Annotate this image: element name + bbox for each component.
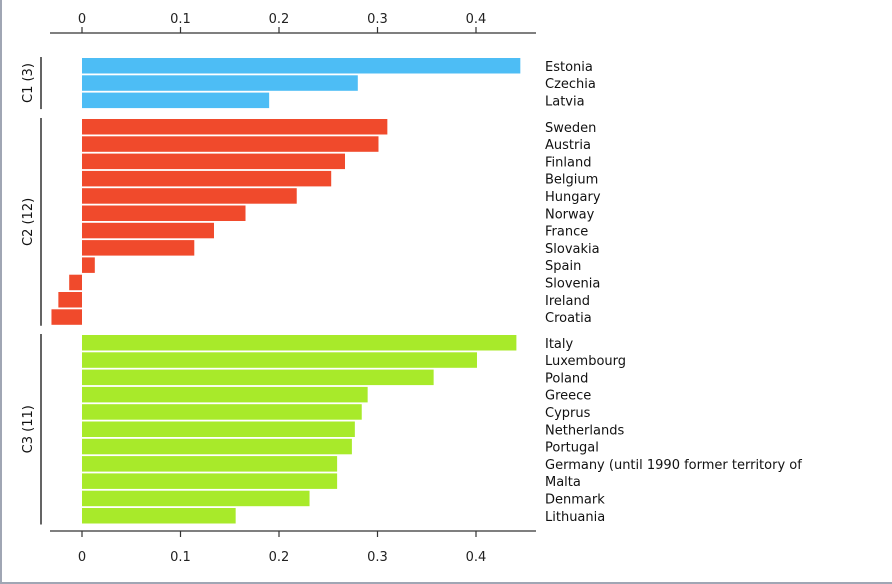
category-label: Croatia — [545, 311, 592, 326]
bar-ireland — [58, 292, 82, 308]
bar-hungary — [82, 188, 297, 204]
bar-slovakia — [82, 240, 195, 256]
bottom-tick-label: 0.1 — [170, 550, 191, 565]
category-labels-layer: Estonia Czechia Latvia Sweden Austria Finland… — [545, 60, 802, 525]
bar-slovenia — [69, 274, 82, 291]
bar-latvia — [82, 92, 270, 109]
category-label: Czechia — [545, 77, 596, 92]
category-label: Spain — [545, 259, 581, 274]
category-label: Slovakia — [545, 242, 600, 257]
cluster-label: C3 (11) — [21, 405, 36, 453]
bar-croatia — [51, 309, 82, 325]
top-tick-label: 0.2 — [269, 12, 290, 27]
bar-portugal — [82, 438, 352, 455]
category-label: Malta — [545, 475, 581, 490]
cluster-brackets-layer: C1 (3) C2 (12) C3 (11) — [21, 57, 42, 525]
category-label: Portugal — [545, 441, 599, 456]
bar-sweden — [82, 119, 388, 135]
bottom-tick-label: 0.4 — [466, 550, 487, 565]
category-label: Belgium — [545, 173, 598, 188]
top-tick-label: 0.4 — [466, 12, 487, 27]
bar-germany-until-1990-former-territory-of — [82, 456, 338, 472]
top-tick-label: 0.1 — [170, 12, 191, 27]
category-label: Lithuania — [545, 510, 605, 525]
category-label: Ireland — [545, 294, 590, 309]
bar-lithuania — [82, 508, 236, 524]
category-label: Netherlands — [545, 423, 624, 438]
bar-czechia — [82, 75, 358, 91]
category-label: Norway — [545, 207, 595, 222]
axes-layer: 0 0 0.1 0.1 0.2 0.2 0.3 0.3 0.4 0.4 — [50, 12, 536, 565]
category-label: Cyprus — [545, 406, 591, 421]
bar-poland — [82, 369, 434, 386]
category-label: Slovenia — [545, 276, 600, 291]
bar-finland — [82, 153, 345, 170]
bar-france — [82, 222, 214, 239]
category-label: Sweden — [545, 121, 596, 136]
category-label: Estonia — [545, 60, 593, 75]
bottom-tick-label: 0.3 — [367, 550, 388, 565]
bar-italy — [82, 335, 517, 351]
bar-austria — [82, 136, 379, 152]
category-label: Italy — [545, 337, 574, 352]
bar-cyprus — [82, 404, 362, 420]
bars-layer — [51, 58, 521, 524]
category-label: Latvia — [545, 94, 585, 109]
cluster-label: C1 (3) — [21, 63, 36, 103]
bar-greece — [82, 386, 368, 403]
bar-luxembourg — [82, 352, 477, 368]
bar-belgium — [82, 170, 332, 187]
category-label: Poland — [545, 371, 588, 386]
bottom-tick-label: 0.2 — [269, 550, 290, 565]
bottom-tick-label: 0 — [78, 550, 86, 565]
category-label: Luxembourg — [545, 354, 626, 369]
category-label: Austria — [545, 138, 591, 153]
top-tick-label: 0 — [78, 12, 86, 27]
bar-estonia — [82, 58, 521, 74]
bar-netherlands — [82, 421, 355, 437]
top-tick-label: 0.3 — [367, 12, 388, 27]
category-label: France — [545, 225, 588, 240]
bar-norway — [82, 205, 246, 221]
bar-denmark — [82, 490, 310, 507]
bar-spain — [82, 257, 95, 273]
bar-malta — [82, 473, 338, 489]
category-label: Germany (until 1990 former territory of — [545, 458, 802, 473]
cluster-label: C2 (12) — [21, 198, 36, 246]
category-label: Hungary — [545, 190, 601, 205]
category-label: Greece — [545, 389, 591, 404]
category-label: Denmark — [545, 492, 605, 507]
category-label: Finland — [545, 155, 591, 170]
